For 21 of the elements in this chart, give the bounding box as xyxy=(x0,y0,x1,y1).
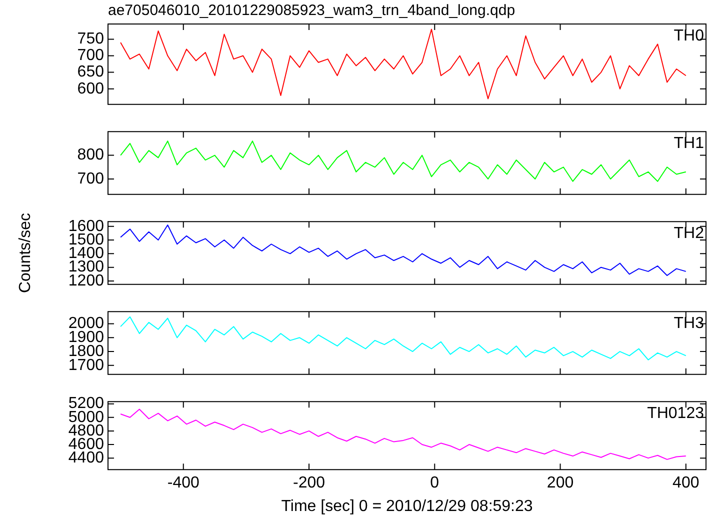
series-label: TH1 xyxy=(674,135,704,152)
y-tick-label: 750 xyxy=(77,30,104,48)
y-axis-title: Counts/sec xyxy=(17,212,34,294)
series-label: TH0 xyxy=(674,27,704,44)
x-tick-label: 400 xyxy=(672,474,700,492)
series-label: TH3 xyxy=(674,315,704,332)
text: TH0123 xyxy=(647,405,704,422)
x-tick-label: 0 xyxy=(430,474,440,492)
y-tick-label: 1200 xyxy=(68,272,104,290)
x-tick-label: 200 xyxy=(546,474,574,492)
y-tick-label: 650 xyxy=(77,64,104,81)
y-tick-label: 700 xyxy=(77,47,104,64)
y-tick-label: 600 xyxy=(77,80,104,98)
y-tick-label: 700 xyxy=(77,170,104,188)
series-label: TH2 xyxy=(674,225,704,242)
x-tick-label: -200 xyxy=(292,474,326,492)
y-tick-label: 4400 xyxy=(68,449,104,466)
y-tick-label: 800 xyxy=(77,146,104,164)
x-tick-label: -400 xyxy=(167,474,200,492)
x-axis-title: Time [sec] 0 = 2010/12/29 08:59:23 xyxy=(281,498,533,515)
chart-title: ae705046010_20101229085923_wam3_trn_4band_long.qdp xyxy=(108,2,516,20)
